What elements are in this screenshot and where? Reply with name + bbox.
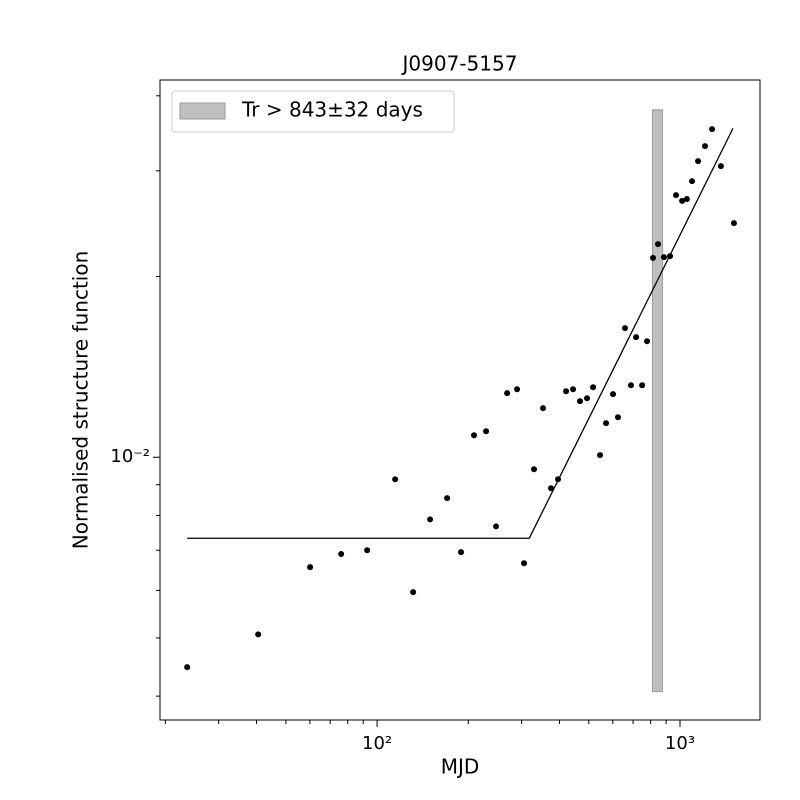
plot-frame	[159, 79, 761, 721]
data-point	[521, 560, 528, 567]
fit-line	[187, 128, 734, 539]
data-point	[548, 485, 555, 492]
y-axis-label: Normalised structure function	[69, 251, 93, 550]
data-point	[530, 466, 537, 473]
legend-swatch	[179, 102, 226, 120]
chart-title: J0907-5157	[401, 52, 518, 76]
data-point	[627, 382, 634, 389]
legend-box	[171, 90, 455, 133]
data-point	[590, 384, 597, 391]
x-axis-label: MJD	[441, 755, 480, 779]
data-point	[644, 338, 651, 345]
data-point	[639, 382, 646, 389]
data-point	[483, 428, 490, 435]
threshold-band	[651, 109, 663, 693]
data-point	[633, 334, 640, 341]
data-point	[471, 432, 478, 439]
data-point	[673, 192, 680, 199]
data-point	[660, 254, 667, 261]
data-point	[555, 476, 562, 483]
data-point	[621, 325, 628, 332]
data-point	[650, 254, 657, 261]
data-point	[610, 391, 617, 398]
data-point	[689, 178, 696, 185]
data-point	[392, 476, 399, 483]
data-point	[563, 388, 570, 395]
data-point	[255, 631, 262, 638]
data-point	[614, 414, 621, 421]
data-point	[597, 452, 604, 459]
data-point	[730, 220, 737, 227]
data-point	[709, 126, 716, 133]
data-point	[338, 550, 345, 557]
data-point	[307, 564, 314, 571]
x-tick-label: 10³	[665, 733, 695, 754]
data-point	[458, 549, 465, 556]
data-point	[584, 395, 591, 402]
data-point	[577, 398, 584, 405]
x-tick-label: 10²	[362, 733, 392, 754]
data-point	[493, 523, 500, 530]
data-point	[444, 495, 451, 502]
data-point	[504, 390, 511, 397]
data-point	[679, 197, 686, 204]
data-point	[364, 547, 371, 554]
data-point	[717, 163, 724, 170]
data-point	[603, 420, 610, 427]
data-point	[410, 589, 417, 596]
legend-label: Tr > 843±32 days	[241, 98, 423, 122]
data-point	[540, 405, 547, 412]
data-point	[427, 516, 434, 523]
data-point	[701, 143, 708, 150]
data-point	[514, 386, 521, 393]
data-point	[655, 241, 662, 248]
data-point	[667, 253, 674, 260]
data-point	[695, 158, 702, 165]
data-point	[570, 386, 577, 393]
y-tick-label: 10⁻²	[110, 446, 150, 467]
data-point	[184, 664, 191, 671]
data-point	[683, 196, 690, 203]
